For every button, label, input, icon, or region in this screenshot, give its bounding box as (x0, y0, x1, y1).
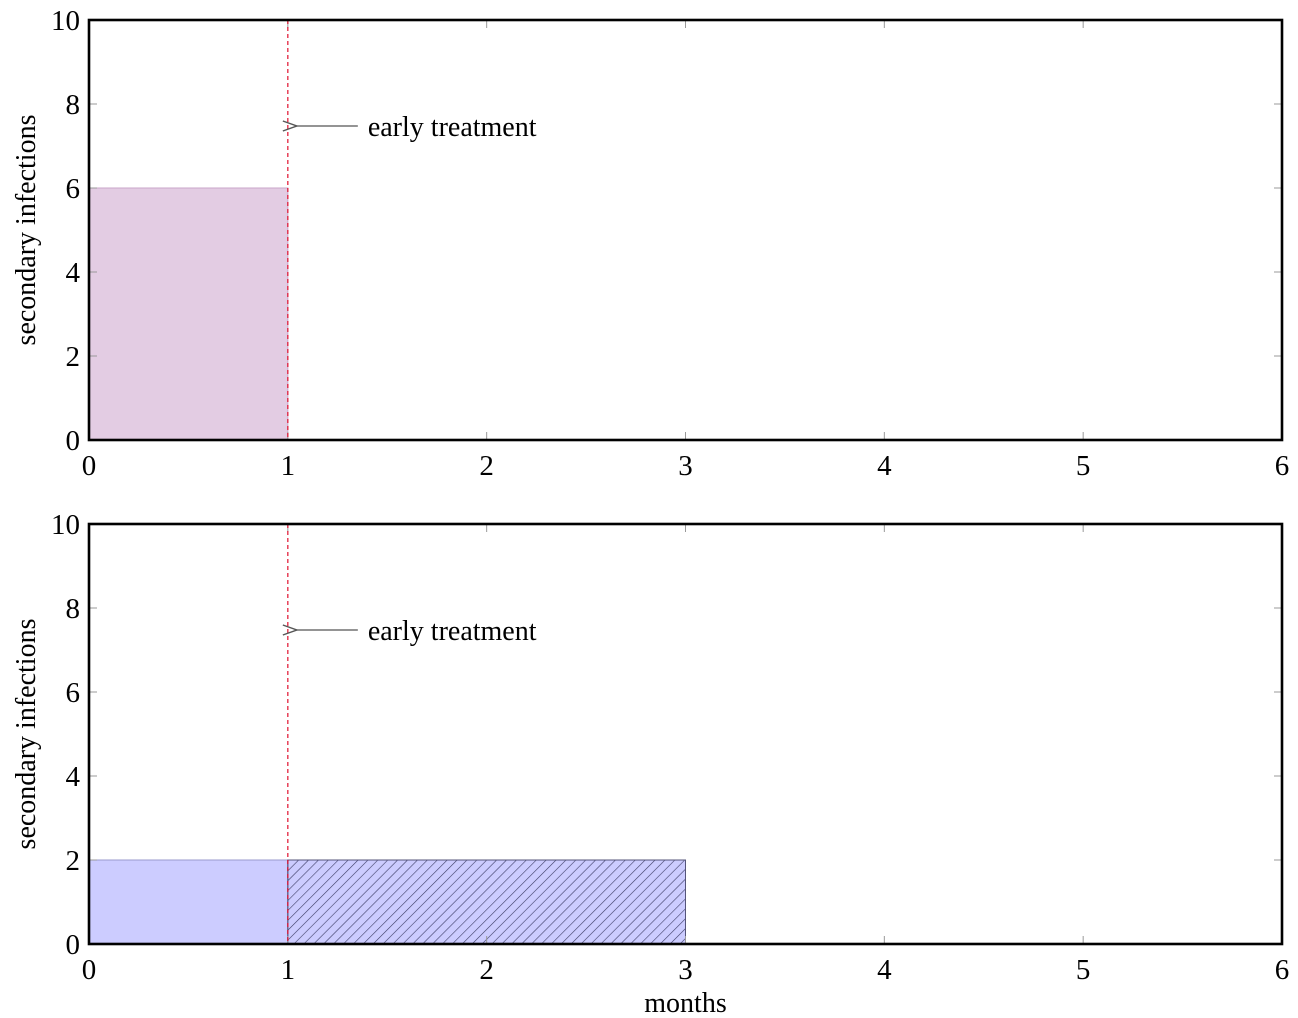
y-tick-label: 4 (66, 761, 81, 793)
x-tick-label: 6 (1275, 954, 1290, 986)
x-tick-label: 3 (678, 450, 693, 482)
x-tick-label: 6 (1275, 450, 1290, 482)
x-tick-label: 3 (678, 954, 693, 986)
annotation-label: early treatment (368, 112, 537, 143)
x-tick-label: 1 (281, 450, 296, 482)
chart-panel: 0 1 2 3 4 5 6 0 2 4 6 8 10 early treatment secondary i… (11, 5, 1289, 482)
x-tick-label: 1 (281, 954, 296, 986)
y-tick-label: 6 (66, 173, 81, 205)
plot-frame (87, 522, 1284, 946)
y-tick-label: 10 (51, 5, 80, 37)
plot-frame (87, 18, 1284, 442)
y-tick-label: 10 (51, 509, 80, 541)
x-tick-label: 2 (479, 954, 494, 986)
y-tick-label: 8 (66, 89, 81, 121)
x-tick-label: 4 (877, 450, 892, 482)
y-tick-label: 2 (66, 341, 81, 373)
y-axis-label: secondary infections (11, 619, 42, 850)
x-tick-label: 4 (877, 954, 892, 986)
y-tick-label: 0 (66, 929, 81, 961)
x-tick-label: 2 (479, 450, 494, 482)
y-tick-label: 2 (66, 845, 81, 877)
x-tick-label: 5 (1076, 450, 1091, 482)
y-tick-label: 4 (66, 257, 81, 289)
annotation-label: early treatment (368, 616, 537, 647)
x-tick-label: 0 (82, 954, 97, 986)
chart-panel: 0 1 2 3 4 5 6 0 2 4 6 8 10 early treatment secondary i… (11, 509, 1289, 1018)
bar-hatch (287, 859, 686, 945)
y-axis-label: secondary infections (11, 115, 42, 346)
y-tick-label: 0 (66, 425, 81, 457)
x-tick-label: 5 (1076, 954, 1091, 986)
x-axis-label: months (644, 988, 726, 1018)
y-tick-label: 6 (66, 677, 81, 709)
y-tick-label: 8 (66, 593, 81, 625)
bar (88, 859, 289, 945)
bar (88, 187, 289, 441)
x-tick-label: 0 (82, 450, 97, 482)
